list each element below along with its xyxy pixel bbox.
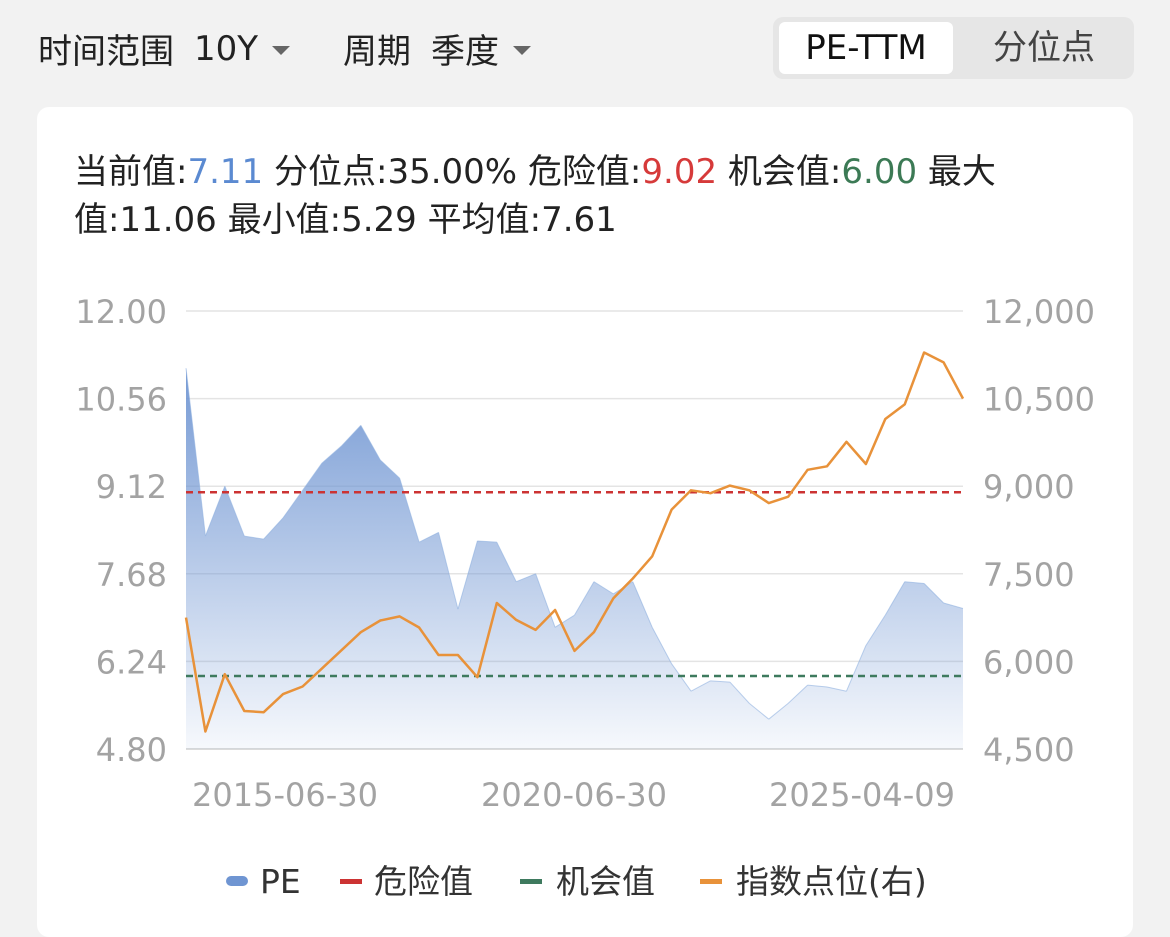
y-left-tick-label: 9.12: [96, 468, 167, 506]
pe-segment: [438, 532, 459, 610]
y-right-tick-label: 10,500: [983, 381, 1095, 419]
metric-toggle: PE-TTM 分位点: [773, 17, 1134, 79]
tab-pe-ttm[interactable]: PE-TTM: [779, 22, 953, 74]
pe-segment: [263, 517, 284, 540]
min-label: 最小值:: [227, 200, 342, 240]
max-value: 11.06: [119, 200, 217, 240]
y-left-tick-label: 4.80: [96, 731, 167, 769]
tab-percentile[interactable]: 分位点: [993, 28, 1095, 68]
chevron-down-icon: [272, 46, 291, 55]
index-series-line: [184, 351, 965, 733]
time-range-selector[interactable]: 时间范围 10Y: [38, 24, 291, 73]
pe-segment: [710, 680, 730, 683]
pe-segment: [632, 581, 653, 628]
pe-segment: [224, 486, 245, 537]
period-selector[interactable]: 周期 季度: [343, 24, 531, 73]
chance-label: 机会值:: [727, 152, 842, 192]
index-line: [184, 351, 965, 733]
legend-label: 指数点位(右): [736, 862, 927, 901]
left-axis-ticks: 12.00 10.56 9.12 7.68 6.24 4.80: [75, 293, 167, 769]
legend-label: 机会值: [556, 862, 655, 901]
y-right-tick-label: 9,000: [983, 468, 1075, 506]
pe-segment: [496, 541, 517, 582]
time-range-value: 10Y: [194, 28, 259, 69]
percentile-label: 分位点:: [273, 152, 388, 192]
pe-segment: [943, 602, 964, 609]
pe-segment: [321, 445, 342, 464]
danger-value: 9.02: [641, 152, 718, 192]
pe-segment: [477, 540, 497, 543]
y-right-tick-label: 7,500: [983, 556, 1075, 594]
x-tick-label: 2025-04-09: [769, 776, 955, 814]
y-left-tick-label: 7.68: [96, 556, 167, 594]
chance-value: 6.00: [841, 152, 918, 192]
pe-area-fill: [186, 368, 963, 749]
x-axis-ticks: 2015-06-30 2020-06-30 2025-04-09: [192, 776, 955, 814]
time-range-label: 时间范围: [38, 32, 174, 72]
pe-segment: [807, 684, 828, 688]
y-left-tick-label: 6.24: [96, 643, 167, 681]
pe-segment: [865, 614, 886, 646]
stats-summary: 当前值:7.11 分位点:35.00% 危险值:9.02 机会值:6.00 最大…: [74, 148, 1084, 244]
y-right-tick-label: 4,500: [983, 731, 1075, 769]
pe-segment: [535, 573, 556, 628]
pe-segment: [399, 478, 420, 543]
danger-label: 危险值:: [527, 152, 642, 192]
x-tick-label: 2020-06-30: [481, 776, 667, 814]
pe-segment: [574, 581, 595, 616]
pe-segment: [244, 535, 264, 540]
legend-marker: [700, 879, 722, 884]
pe-segment: [884, 581, 906, 616]
avg-label: 平均值:: [427, 200, 542, 240]
chevron-down-icon: [513, 46, 531, 55]
period-label: 周期: [343, 32, 411, 72]
legend-marker: [520, 879, 542, 884]
pe-segment: [185, 368, 206, 537]
pe-segment: [826, 686, 847, 692]
reference-lines: [186, 491, 963, 678]
toolbar: 时间范围 10Y 周期 季度 PE-TTM 分位点: [0, 0, 1170, 100]
legend-marker: [340, 879, 362, 884]
y-left-tick-label: 10.56: [75, 381, 167, 419]
pe-segment: [204, 486, 226, 537]
y-left-tick-label: 12.00: [75, 293, 167, 331]
pe-segment: [418, 531, 439, 543]
right-axis-ticks: 12,000 10,500 9,000 7,500 6,000 4,500: [983, 293, 1095, 769]
pe-segment: [845, 645, 867, 692]
pe-segment: [593, 581, 614, 595]
y-right-tick-label: 12,000: [983, 293, 1095, 331]
current-value: 7.11: [187, 152, 264, 192]
legend-label: PE: [260, 862, 301, 901]
y-right-tick-label: 6,000: [983, 643, 1075, 681]
current-label: 当前值:: [74, 152, 188, 192]
pe-segment: [302, 462, 323, 491]
pe-segment: [554, 614, 575, 628]
pe-segment: [749, 702, 770, 720]
pe-segment: [379, 459, 401, 479]
pe-area: [185, 368, 964, 749]
min-value: 5.29: [341, 200, 417, 240]
pe-segment: [341, 425, 362, 447]
pe-segment: [923, 583, 944, 604]
pe-segment: [729, 681, 750, 704]
period-value: 季度: [431, 32, 499, 72]
pe-segment: [904, 581, 925, 585]
pe-segment: [690, 680, 711, 692]
pe-segment: [360, 425, 381, 461]
pe-segment: [787, 684, 808, 704]
pe-segment: [671, 663, 692, 692]
max-label: 最大值:: [74, 152, 996, 240]
percentile-value: 35.00%: [387, 152, 518, 192]
pe-segment: [768, 702, 789, 720]
pe-segment: [651, 627, 673, 665]
avg-value: 7.61: [541, 200, 617, 240]
legend-label: 危险值: [374, 862, 473, 901]
pe-segment: [282, 490, 303, 519]
legend-marker: [226, 876, 248, 886]
x-tick-label: 2015-06-30: [192, 776, 378, 814]
pe-segment: [457, 540, 478, 610]
pe-segment: [516, 573, 536, 583]
legend: PE 危险值 机会值 指数点位(右): [226, 862, 927, 901]
